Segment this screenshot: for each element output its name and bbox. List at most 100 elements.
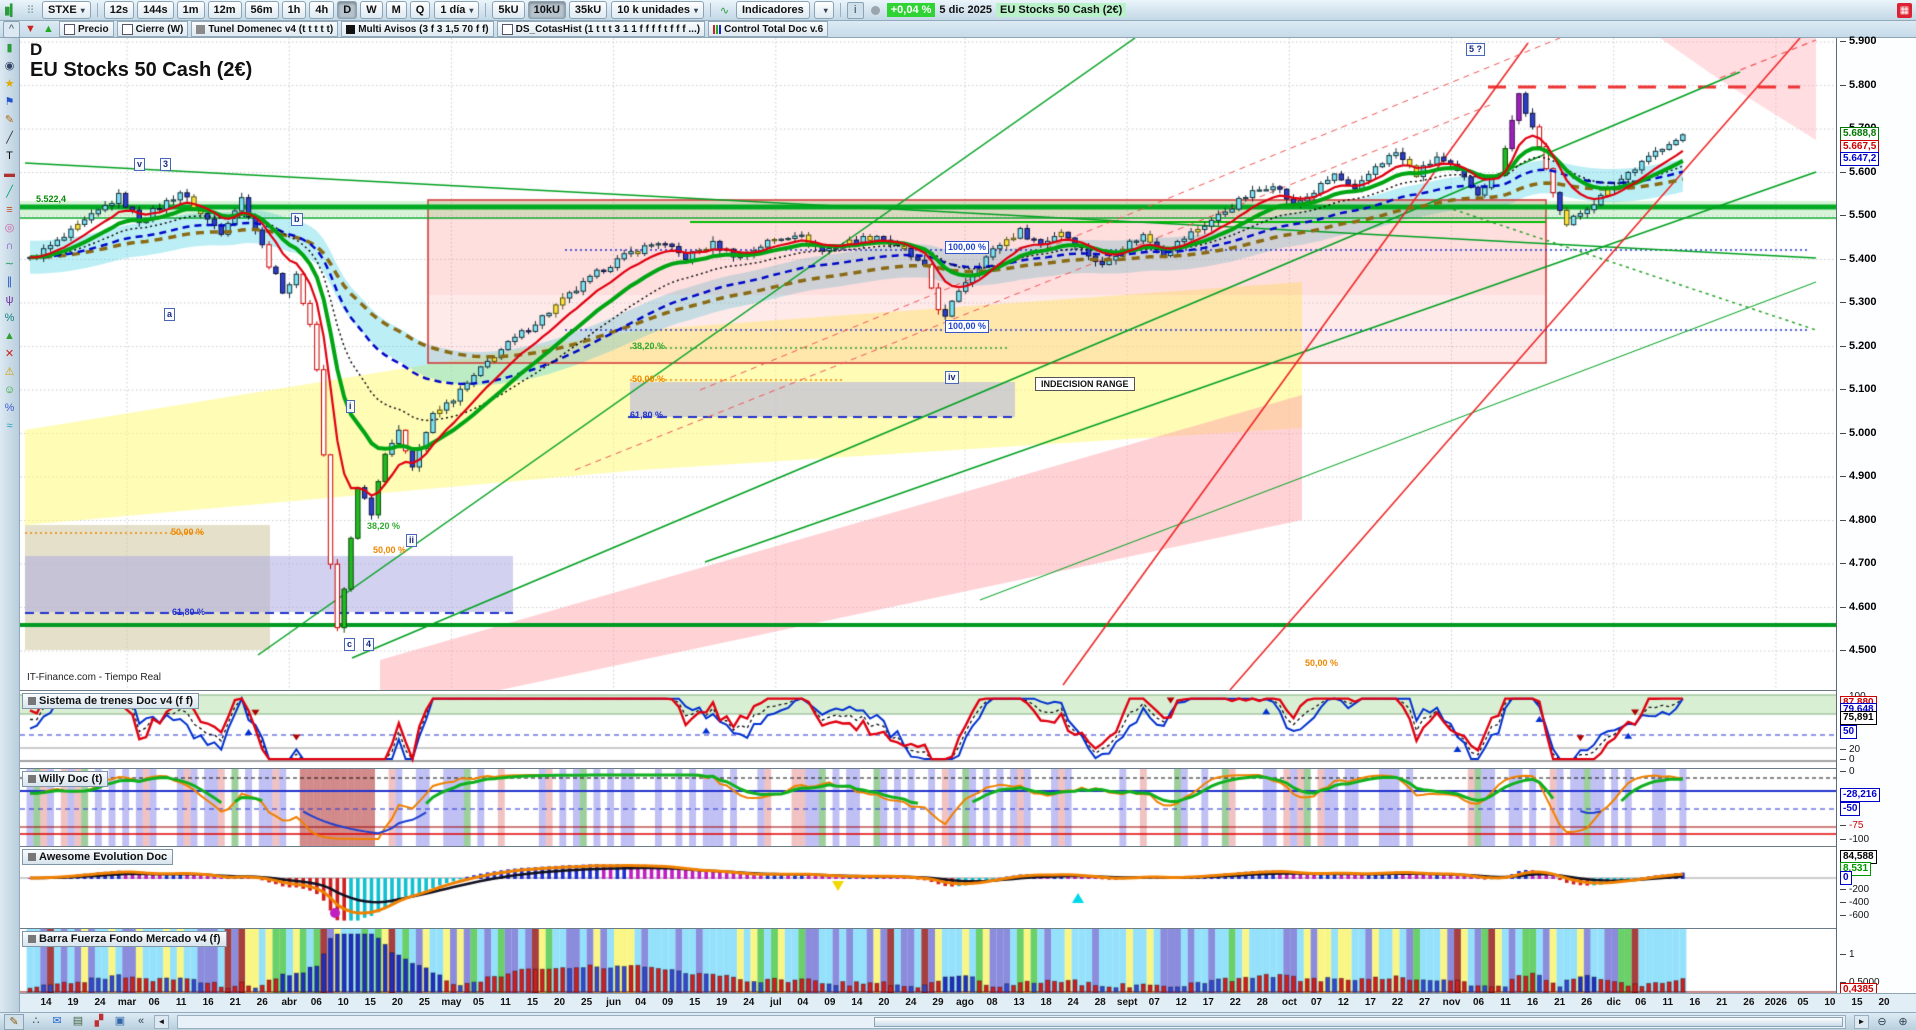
price-chart-tool-icon[interactable]: ▮ bbox=[6, 42, 13, 54]
share-icon[interactable]: ∴ bbox=[32, 1014, 40, 1027]
price-axis[interactable]: 5.9005.8005.7005.6005.5005.4005.3005.200… bbox=[1836, 35, 1916, 997]
zoom-in-icon[interactable]: ⊕ bbox=[1898, 1015, 1908, 1028]
panel-willy-doc-header[interactable]: Willy Doc (t) bbox=[22, 771, 109, 787]
panel-barra-fuerza-header[interactable]: Barra Fuerza Fondo Mercado v4 (f) bbox=[22, 931, 227, 947]
text-tool-icon[interactable]: T bbox=[6, 150, 13, 162]
period-dropdown[interactable]: 1 día bbox=[434, 1, 480, 19]
indicator-chart-icon[interactable]: ∿ bbox=[719, 4, 730, 17]
fib-retracement-tool-icon[interactable]: ≡ bbox=[6, 204, 13, 216]
main-chart[interactable]: D EU Stocks 50 Cash (2€) 5.522,4 INDECIS… bbox=[20, 38, 1836, 690]
indicators-dropdown[interactable]: Indicadores bbox=[735, 1, 810, 19]
indicator-chip-5[interactable]: Control Total Doc v.6 bbox=[708, 21, 829, 37]
panel-awesome-evolution[interactable]: Awesome Evolution Doc bbox=[20, 846, 1836, 929]
collapse-toolbar-icon[interactable]: ^ bbox=[3, 20, 20, 38]
collapse-left-icon[interactable]: « bbox=[137, 1014, 145, 1027]
zoom-tool-icon[interactable]: ◉ bbox=[4, 60, 15, 72]
drawing-toolbar: ▮ ◉ ★ ⚑ ✎ ╱ T ▬ ╱ ≡ ◎ ∩ ∼ ∥ ψ% ▲ ✕ ⚠ ☺% ≈ bbox=[0, 38, 20, 1012]
pattern-tool-icon[interactable]: ▲ bbox=[4, 330, 15, 342]
units-button-35ku[interactable]: 35kU bbox=[568, 1, 608, 19]
date-label: 12 bbox=[1175, 997, 1187, 1008]
trendline-tool-icon[interactable]: ╱ bbox=[6, 186, 13, 198]
date-label: nov bbox=[1442, 997, 1461, 1008]
zoom-out-icon[interactable]: ⊖ bbox=[1877, 1015, 1887, 1028]
scrollbar-thumb[interactable] bbox=[874, 1016, 1843, 1027]
indicators-more-dropdown[interactable] bbox=[813, 1, 834, 19]
info-icon[interactable]: i bbox=[846, 1, 864, 19]
indicator-chip-label: DS_CotasHist (1 t t t 3 1 1 f f f f t f … bbox=[515, 23, 701, 35]
scroll-left-icon[interactable]: ◄ bbox=[154, 1014, 169, 1029]
panel-sistema-trenes-header[interactable]: Sistema de trenes Doc v4 (f f) bbox=[22, 693, 200, 709]
percent-tool-icon[interactable]: % bbox=[4, 312, 15, 324]
flag-tool-icon[interactable]: ⚑ bbox=[4, 96, 15, 108]
delete-tool-icon[interactable]: ✕ bbox=[4, 348, 15, 360]
percent-levels-tool-icon[interactable]: % bbox=[4, 402, 15, 414]
instrument-selector[interactable]: STXE bbox=[42, 1, 91, 19]
date-label: 24 bbox=[94, 997, 106, 1008]
timeframe-button-12m[interactable]: 12m bbox=[207, 1, 242, 19]
date-label: 10 bbox=[1824, 997, 1836, 1008]
horizontal-scrollbar[interactable] bbox=[177, 1014, 1846, 1029]
indicator-chip-4[interactable]: DS_CotasHist (1 t t t 3 1 1 f f f f t f … bbox=[496, 21, 706, 37]
checkbox-icon[interactable] bbox=[121, 23, 133, 35]
timeframe-button-m[interactable]: M bbox=[385, 1, 407, 19]
indicator-chip-1[interactable]: Cierre (W) bbox=[116, 21, 189, 37]
alert-tool-icon[interactable]: ⚠ bbox=[4, 366, 15, 378]
segment-tool-icon[interactable]: ╱ bbox=[6, 132, 13, 144]
spiral-tool-icon[interactable]: ∼ bbox=[4, 258, 15, 270]
notes-icon[interactable]: ▤ bbox=[72, 1014, 84, 1027]
checkbox-icon[interactable] bbox=[501, 23, 513, 35]
panel-awesome-evolution-header[interactable]: Awesome Evolution Doc bbox=[22, 849, 174, 865]
timeframe-button-1h[interactable]: 1h bbox=[281, 1, 307, 19]
date-label: 05 bbox=[1797, 997, 1809, 1008]
panel-barra-fuerza[interactable]: Barra Fuerza Fondo Mercado v4 (f) bbox=[20, 928, 1836, 994]
checkbox-icon[interactable] bbox=[64, 23, 75, 35]
favorites-tool-icon[interactable]: ★ bbox=[4, 78, 15, 90]
timeframe-button-1m[interactable]: 1m bbox=[176, 1, 205, 19]
pitchfork-tool-icon[interactable]: ψ bbox=[5, 294, 14, 306]
panel-swatch-icon bbox=[28, 775, 36, 783]
time-axis[interactable]: 14 19 24 mar 06 11 16 21 26 abr 06 10 15 20 25 may 05 11 1… bbox=[20, 993, 1916, 1012]
units-button-5ku[interactable]: 5kU bbox=[492, 1, 525, 19]
date-label: 06 bbox=[148, 997, 160, 1008]
units-button-10ku[interactable]: 10kU bbox=[527, 1, 566, 19]
chart-windows-icon[interactable]: ▣ bbox=[114, 1014, 126, 1027]
eraser-tool-icon[interactable]: ▬ bbox=[4, 168, 15, 180]
panel-willy-doc[interactable]: Willy Doc (t) bbox=[20, 768, 1836, 847]
grip-icon: ⠿ bbox=[26, 4, 35, 17]
timeframe-button-q[interactable]: Q bbox=[409, 1, 431, 19]
indicator-chip-0[interactable]: Precio bbox=[59, 21, 114, 37]
scroll-right-icon[interactable]: ► bbox=[1854, 1014, 1869, 1029]
units-dropdown[interactable]: 10 k unidades bbox=[611, 1, 704, 19]
sell-arrow-icon[interactable]: ▼ bbox=[25, 23, 36, 35]
panel-tick: -400 bbox=[1839, 897, 1870, 908]
date-label: 06 bbox=[1472, 997, 1485, 1008]
last-price-tag: 5.647,2 bbox=[1840, 152, 1880, 166]
stats-tool-icon[interactable]: ≈ bbox=[6, 420, 13, 432]
indicator-chip-2[interactable]: Tunel Domenec v4 (t t t t t) bbox=[191, 21, 339, 37]
fib-arcs-tool-icon[interactable]: ∩ bbox=[5, 240, 14, 252]
alerts-icon[interactable]: ▦ bbox=[1897, 2, 1912, 18]
date-label: 16 bbox=[1689, 997, 1701, 1008]
draw-mode-icon[interactable]: ✎ bbox=[4, 1013, 24, 1030]
chat-icon[interactable]: ✉ bbox=[52, 1014, 62, 1027]
panel-sistema-trenes[interactable]: Sistema de trenes Doc v4 (f f) bbox=[20, 690, 1836, 769]
timeframe-button-d[interactable]: D bbox=[337, 1, 358, 19]
price-tick: 5.900 bbox=[1840, 35, 1877, 47]
timeframe-button-144s[interactable]: 144s bbox=[137, 1, 174, 19]
timeframe-button-56m[interactable]: 56m bbox=[244, 1, 279, 19]
pencil-tool-icon[interactable]: ✎ bbox=[4, 114, 15, 126]
timeframe-button-w[interactable]: W bbox=[360, 1, 383, 19]
timeframe-button-4h[interactable]: 4h bbox=[309, 1, 335, 19]
panel-tick: 1 bbox=[1840, 949, 1855, 960]
sentiment-tool-icon[interactable]: ☺ bbox=[3, 384, 16, 396]
buy-arrow-icon[interactable]: ▲ bbox=[43, 23, 54, 35]
main-chart-canvas[interactable] bbox=[20, 38, 1836, 690]
instrument-title[interactable]: EU Stocks 50 Cash (2€) bbox=[996, 3, 1127, 17]
indicator-settings-icon[interactable]: ▞ bbox=[94, 1014, 104, 1027]
timeframe-button-12s[interactable]: 12s bbox=[103, 1, 135, 19]
channel-tool-icon[interactable]: ∥ bbox=[6, 276, 13, 288]
date-label: 08 bbox=[986, 997, 998, 1008]
indicator-chip-3[interactable]: Multi Avisos (3 f 3 1,5 70 f f) bbox=[341, 21, 494, 37]
fib-circles-tool-icon[interactable]: ◎ bbox=[4, 222, 15, 234]
